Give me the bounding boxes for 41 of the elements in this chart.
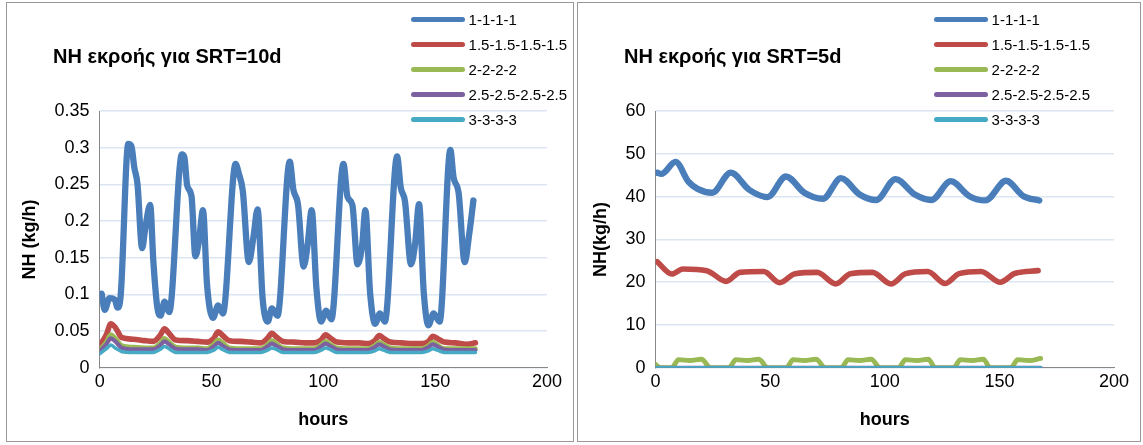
y-tick-label: 0.2 xyxy=(64,210,90,231)
x-axis-title: hours xyxy=(298,409,349,430)
chart-title: NH εκροής για SRT=5d xyxy=(624,45,842,68)
legend-label: 1-1-1-1 xyxy=(991,11,1040,28)
y-axis-title: NH(kg/h) xyxy=(589,201,610,277)
chart-title: NH εκροής για SRT=10d xyxy=(53,45,282,68)
x-tick-label: 200 xyxy=(1098,370,1130,391)
x-tick-label: 100 xyxy=(308,370,339,391)
legend-label: 1.5-1.5-1.5-1.5 xyxy=(991,36,1090,53)
legend-label: 2.5-2.5-2.5-2.5 xyxy=(991,86,1090,103)
y-tick-label: 0.05 xyxy=(54,320,90,341)
x-tick-label: 150 xyxy=(420,370,451,391)
y-tick-label: 10 xyxy=(625,313,646,334)
y-tick-label: 50 xyxy=(625,142,646,163)
y-tick-label: 40 xyxy=(625,185,646,206)
x-tick-label: 50 xyxy=(760,370,781,391)
legend-label: 2.5-2.5-2.5-2.5 xyxy=(468,86,567,103)
x-tick-label: 200 xyxy=(531,370,563,391)
legend-label: 1.5-1.5-1.5-1.5 xyxy=(468,36,567,53)
y-tick-label: 0.3 xyxy=(64,136,90,157)
y-tick-label: 0.15 xyxy=(54,246,90,267)
y-tick-label: 60 xyxy=(625,99,646,120)
legend-label: 3-3-3-3 xyxy=(468,111,517,128)
y-tick-label: 0.1 xyxy=(64,283,90,304)
x-tick-label: 50 xyxy=(201,370,222,391)
x-tick-label: 150 xyxy=(984,370,1015,391)
y-axis-title: NH (kg/h) xyxy=(18,199,39,280)
y-tick-label: 30 xyxy=(625,228,646,249)
x-tick-label: 100 xyxy=(869,370,900,391)
legend-label: 1-1-1-1 xyxy=(468,11,517,28)
legend-label: 2-2-2-2 xyxy=(991,61,1040,78)
y-tick-label: 0.25 xyxy=(54,173,90,194)
y-tick-label: 20 xyxy=(625,271,646,292)
x-tick-label: 0 xyxy=(94,370,105,391)
legend-label: 3-3-3-3 xyxy=(991,111,1040,128)
legend-label: 2-2-2-2 xyxy=(468,61,517,78)
x-axis-title: hours xyxy=(859,409,910,430)
x-tick-label: 0 xyxy=(650,370,661,391)
y-tick-label: 0 xyxy=(635,356,646,377)
y-tick-label: 0 xyxy=(79,356,90,377)
y-tick-label: 0.35 xyxy=(54,99,90,120)
